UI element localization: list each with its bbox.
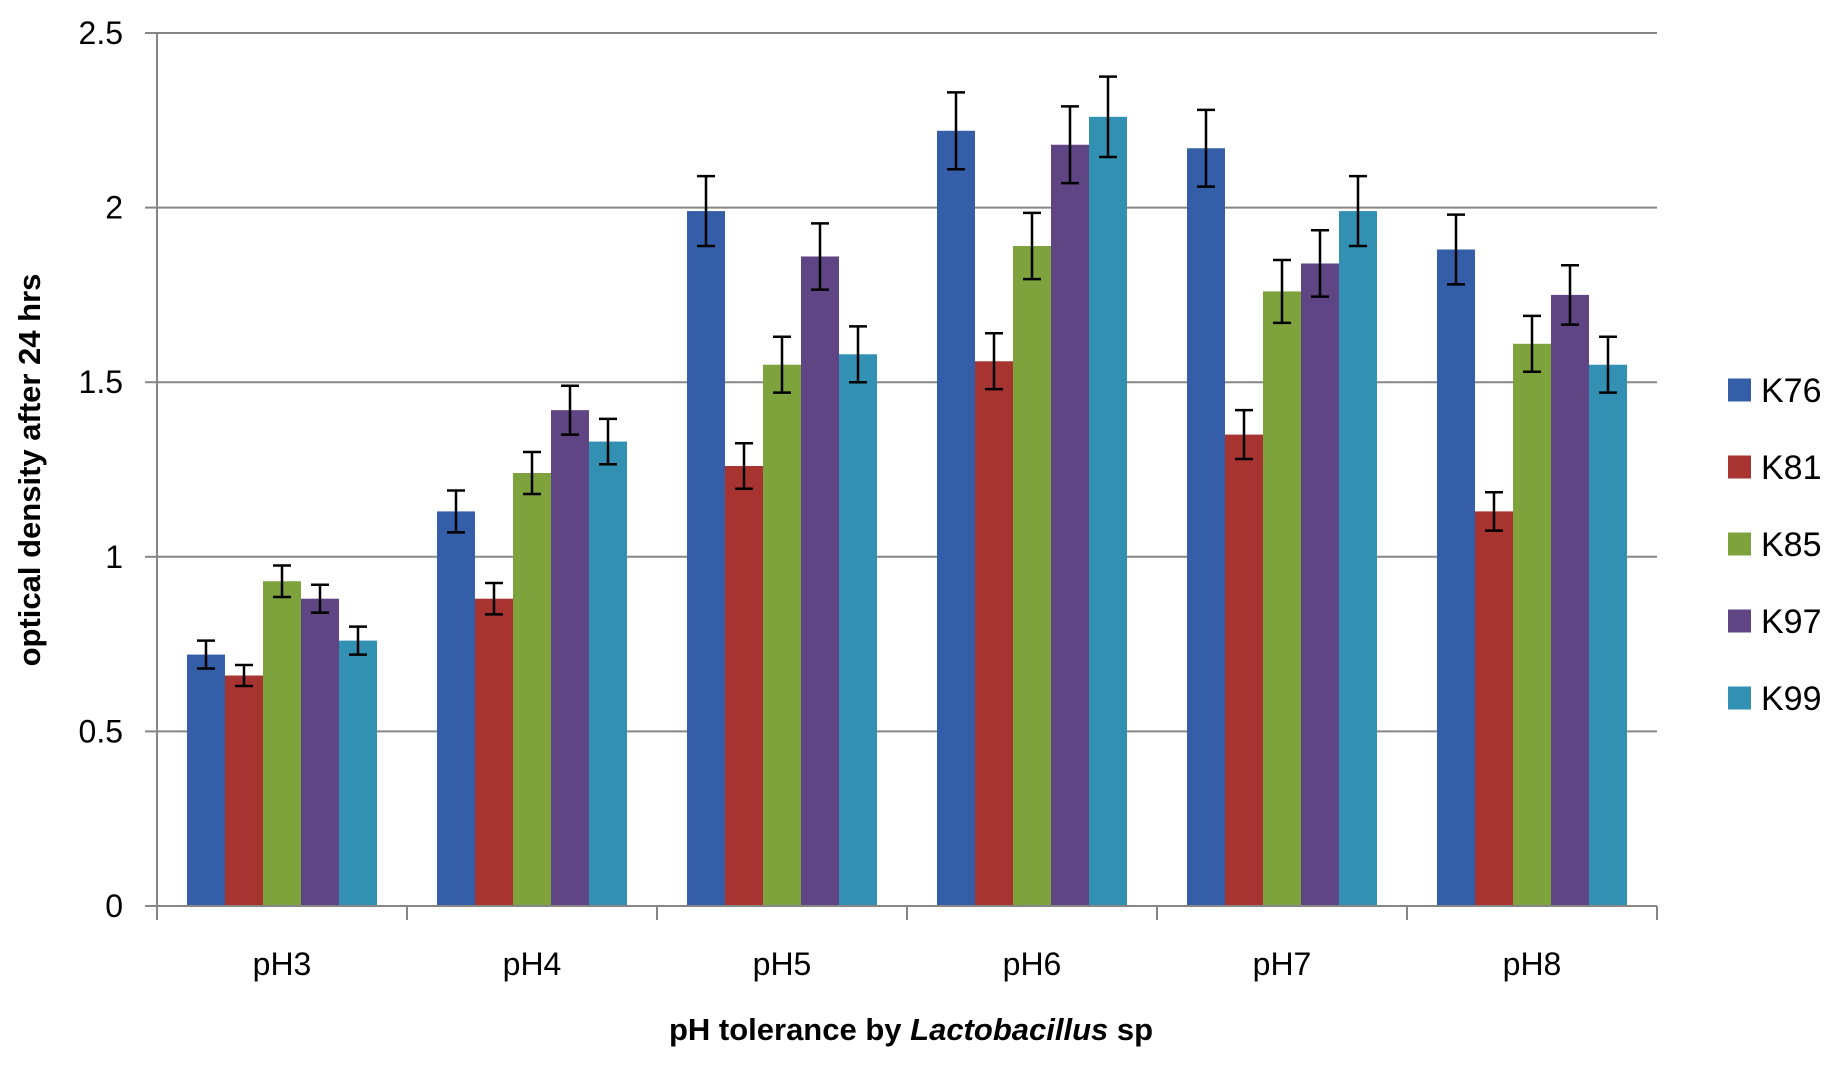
bar-k81-ph3	[225, 675, 263, 906]
error-bar-k85-ph3	[273, 564, 291, 599]
legend-label-k76: K76	[1761, 372, 1822, 410]
error-bar-k97-ph4	[561, 384, 579, 436]
bar-k97-ph6	[1051, 144, 1089, 906]
error-bar-k76-ph4	[447, 489, 465, 534]
error-bar-k85-ph7	[1273, 258, 1291, 325]
bar-k99-ph6	[1089, 116, 1127, 907]
x-category-label: pH4	[503, 946, 562, 982]
error-bar-k76-ph3	[197, 639, 215, 670]
bar-k76-ph6	[937, 130, 975, 906]
bar-k99-ph8	[1589, 364, 1627, 906]
error-bar-k76-ph8	[1447, 213, 1465, 286]
bar-k81-ph7	[1225, 434, 1263, 906]
legend-swatch-k85	[1728, 532, 1751, 556]
error-bar-k76-ph6	[947, 91, 965, 171]
error-bar-k76-ph5	[697, 174, 715, 248]
y-tick-label: 1.5	[79, 364, 123, 400]
x-axis-title: pH tolerance by Lactobacillus sp	[669, 1012, 1153, 1047]
bar-k76-ph7	[1187, 148, 1225, 907]
bar-k99-ph5	[839, 354, 877, 906]
error-bar-k85-ph4	[523, 450, 541, 496]
bar-k97-ph4	[551, 410, 589, 906]
error-bar-k99-ph8	[1599, 335, 1617, 394]
bar-k81-ph4	[475, 598, 513, 906]
bar-k81-ph8	[1475, 511, 1513, 906]
x-category-label: pH7	[1253, 946, 1312, 982]
legend-swatch-k81	[1728, 455, 1751, 479]
error-bar-k97-ph7	[1311, 229, 1329, 298]
y-tick-label: 2	[105, 190, 123, 226]
x-category-label: pH6	[1003, 946, 1062, 982]
legend-label-k81: K81	[1761, 449, 1822, 487]
bar-k97-ph3	[301, 598, 339, 906]
error-bar-k99-ph5	[849, 325, 867, 384]
error-bar-k81-ph5	[735, 442, 753, 490]
x-axis-title-suffix: sp	[1108, 1012, 1153, 1047]
error-bar-k97-ph5	[811, 222, 829, 291]
error-bar-k81-ph7	[1235, 408, 1253, 461]
error-bar-k99-ph4	[599, 417, 617, 466]
bar-k76-ph5	[687, 211, 725, 907]
x-axis-title-prefix: pH tolerance by	[669, 1012, 910, 1047]
error-bar-k99-ph3	[349, 625, 367, 656]
bar-k76-ph8	[1437, 249, 1475, 906]
bar-k97-ph5	[801, 256, 839, 906]
legend-label-k97: K97	[1761, 603, 1822, 641]
legend: K76 K81 K85 K97 K99	[1728, 372, 1822, 718]
error-bar-k97-ph8	[1561, 263, 1579, 326]
bar-k76-ph3	[187, 654, 225, 906]
x-category-label: pH5	[753, 946, 812, 982]
y-tick-label: 2.5	[79, 15, 123, 51]
error-bar-k81-ph4	[485, 581, 503, 616]
error-bar-k76-ph7	[1197, 108, 1215, 188]
bar-k81-ph5	[725, 466, 763, 906]
x-category-labels: pH3 pH4 pH5 pH6 pH7 pH8	[253, 946, 1562, 982]
error-bar-k85-ph5	[773, 335, 791, 394]
bar-k85-ph6	[1013, 246, 1051, 907]
bar-k85-ph8	[1513, 343, 1551, 907]
error-bar-k97-ph6	[1061, 105, 1079, 185]
y-tick-label: 0	[105, 888, 123, 924]
error-bar-k99-ph6	[1099, 75, 1117, 159]
error-bar-k85-ph6	[1023, 211, 1041, 281]
error-bar-k81-ph8	[1485, 490, 1503, 532]
legend-swatch-k99	[1728, 686, 1751, 710]
y-axis-title: optical density after 24 hrs	[12, 274, 47, 667]
gridlines	[157, 32, 1657, 733]
y-tick-labels: 0 0.5 1 1.5 2 2.5	[79, 15, 123, 924]
legend-label-k99: K99	[1761, 680, 1822, 718]
y-tick-label: 1	[105, 539, 123, 575]
axes	[145, 32, 1658, 920]
error-bar-k99-ph7	[1349, 174, 1367, 248]
error-bar-k81-ph6	[985, 332, 1003, 391]
bars	[187, 116, 1627, 907]
error-bars	[197, 75, 1617, 688]
bar-k85-ph5	[763, 364, 801, 906]
bar-k97-ph8	[1551, 294, 1589, 906]
y-tick-label: 0.5	[79, 713, 123, 749]
legend-swatch-k97	[1728, 609, 1751, 633]
legend-swatch-k76	[1728, 378, 1751, 402]
x-category-label: pH8	[1503, 946, 1562, 982]
bar-k85-ph7	[1263, 291, 1301, 907]
bar-k97-ph7	[1301, 263, 1339, 906]
bar-k81-ph6	[975, 361, 1013, 906]
x-category-label: pH3	[253, 946, 312, 982]
bar-k99-ph7	[1339, 211, 1377, 907]
bar-k85-ph3	[263, 581, 301, 906]
error-bar-k81-ph3	[235, 663, 253, 688]
bar-k99-ph3	[339, 640, 377, 906]
bar-k85-ph4	[513, 472, 551, 906]
error-bar-k97-ph3	[311, 583, 329, 614]
legend-label-k85: K85	[1761, 526, 1822, 564]
bar-k76-ph4	[437, 511, 475, 906]
error-bar-k85-ph8	[1523, 314, 1541, 373]
x-axis-title-italic: Lactobacillus	[910, 1012, 1108, 1047]
bar-k99-ph4	[589, 441, 627, 906]
